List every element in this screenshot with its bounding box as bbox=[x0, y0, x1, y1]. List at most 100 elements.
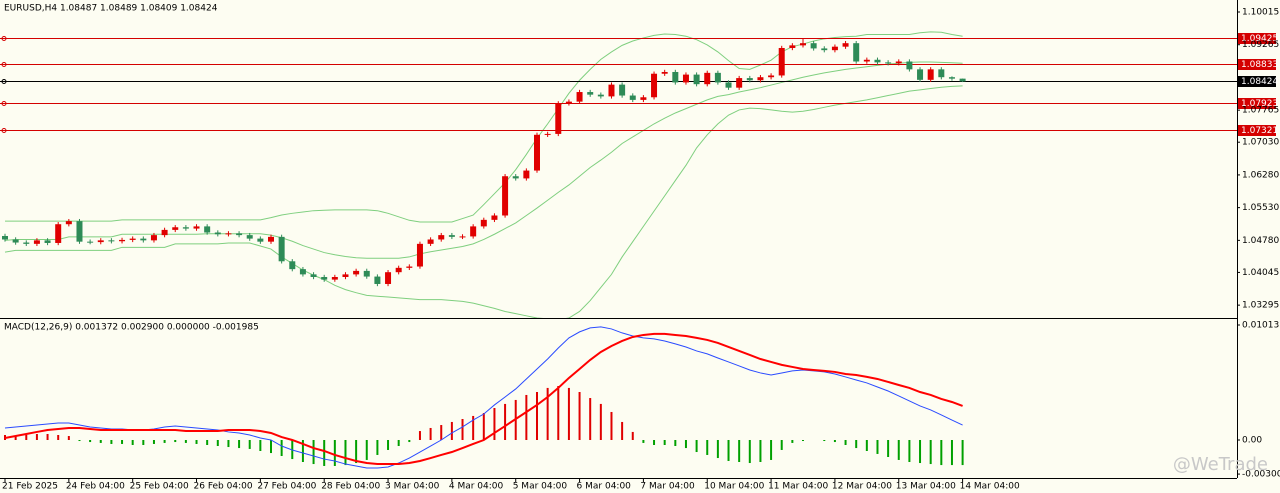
candle-body bbox=[480, 219, 487, 227]
candle-body bbox=[438, 235, 445, 240]
candle-body bbox=[363, 270, 370, 277]
x-tick-label: 27 Feb 04:00 bbox=[257, 482, 316, 492]
candle-body bbox=[927, 69, 934, 80]
macd-panel bbox=[4, 326, 964, 469]
candle-body bbox=[948, 77, 955, 79]
candle-body bbox=[204, 226, 211, 233]
candle-body bbox=[597, 94, 604, 97]
macd-line bbox=[4, 326, 963, 469]
candle-body bbox=[385, 272, 392, 284]
candle-body bbox=[555, 103, 562, 134]
candle-body bbox=[736, 78, 743, 88]
candle-body bbox=[885, 62, 892, 64]
candle-body bbox=[119, 239, 126, 242]
x-tick-label: 26 Feb 04:00 bbox=[194, 482, 253, 492]
candle-body bbox=[76, 221, 83, 242]
x-tick-label: 5 Mar 04:00 bbox=[513, 482, 568, 492]
candle-body bbox=[353, 270, 360, 275]
candle-body bbox=[470, 226, 477, 237]
candle-body bbox=[331, 276, 338, 280]
candle-body bbox=[246, 235, 253, 239]
candle-body bbox=[693, 74, 700, 85]
price-title: EURUSD,H4 1.08487 1.08489 1.08409 1.0842… bbox=[4, 4, 218, 14]
candle-body bbox=[342, 274, 349, 277]
candle-body bbox=[374, 276, 381, 284]
y-tick-label: 1.04780 bbox=[1242, 236, 1279, 246]
candle-body bbox=[268, 236, 274, 242]
candle-body bbox=[810, 43, 817, 49]
candle-body bbox=[544, 133, 551, 135]
candle-body bbox=[395, 267, 402, 273]
level-anchor bbox=[1, 101, 7, 106]
x-tick-label: 11 Mar 04:00 bbox=[768, 482, 828, 492]
candle-body bbox=[704, 72, 711, 85]
candle-body bbox=[512, 176, 519, 179]
level-label-bg bbox=[1238, 59, 1276, 70]
level-label-bg bbox=[1238, 125, 1276, 136]
candle-body bbox=[491, 215, 498, 220]
candle-body bbox=[44, 240, 51, 243]
x-tick-label: 13 Mar 04:00 bbox=[896, 482, 956, 492]
candle-body bbox=[714, 72, 721, 83]
candle-body bbox=[257, 238, 264, 242]
candle-body bbox=[895, 61, 902, 64]
candle-body bbox=[289, 261, 296, 270]
level-label: 1.08833 bbox=[1241, 60, 1278, 70]
band-line bbox=[4, 85, 963, 318]
candle-body bbox=[587, 92, 594, 95]
candle-body bbox=[565, 101, 572, 104]
candle-body bbox=[87, 241, 94, 243]
candle-body bbox=[459, 236, 466, 238]
candle-body bbox=[863, 59, 870, 62]
y-tick-label: 1.05530 bbox=[1242, 203, 1279, 213]
candle-body bbox=[725, 82, 732, 88]
candle-body bbox=[129, 238, 136, 240]
x-tick-label: 28 Feb 04:00 bbox=[321, 482, 380, 492]
candle-body bbox=[140, 238, 147, 241]
level-label-bg bbox=[1238, 33, 1276, 44]
candle-body bbox=[640, 97, 647, 100]
y-tick-label: 1.06280 bbox=[1242, 170, 1279, 180]
candle-body bbox=[448, 235, 455, 237]
level-anchor bbox=[1, 79, 7, 84]
candle-body bbox=[672, 71, 679, 83]
x-tick-label: 3 Mar 04:00 bbox=[385, 482, 440, 492]
y-tick-label: 1.09265 bbox=[1242, 40, 1279, 50]
candle-body bbox=[959, 78, 966, 82]
axes: 1.09425 1.08833 1.08424 1.07923 1.07321 1.100… bbox=[2, 7, 1280, 491]
y-tick-label: 1.07030 bbox=[1242, 138, 1279, 148]
level-label: 1.07321 bbox=[1241, 126, 1278, 136]
candle-body bbox=[299, 269, 306, 275]
candle-body bbox=[2, 235, 8, 240]
candle-body bbox=[108, 240, 115, 242]
candle-body bbox=[523, 170, 530, 179]
candle-body bbox=[321, 276, 328, 280]
level-label: 1.08424 bbox=[1241, 77, 1278, 87]
macd-title: MACD(12,26,9) 0.001372 0.002900 0.000000… bbox=[4, 323, 259, 333]
watermark: @WeTrade bbox=[1173, 454, 1268, 475]
price-panel bbox=[0, 31, 1237, 318]
candle-body bbox=[800, 43, 806, 46]
x-tick-label: 25 Feb 04:00 bbox=[130, 482, 189, 492]
candle-body bbox=[193, 226, 200, 229]
level-label-bg bbox=[1238, 76, 1276, 87]
level-label: 1.07923 bbox=[1241, 99, 1278, 109]
candle-body bbox=[661, 71, 668, 74]
candle-body bbox=[55, 224, 62, 243]
candle-body bbox=[768, 75, 775, 78]
macd-line bbox=[4, 332, 963, 466]
candle-body bbox=[821, 48, 828, 51]
candle-body bbox=[629, 95, 636, 100]
candle-body bbox=[757, 77, 764, 81]
y-tick-label: 1.07765 bbox=[1242, 106, 1279, 116]
level-anchor bbox=[1, 36, 7, 41]
candle-body bbox=[225, 233, 232, 235]
candle-body bbox=[534, 134, 540, 171]
candle-body bbox=[12, 239, 19, 243]
candle-body bbox=[416, 243, 423, 267]
candle-body bbox=[150, 235, 157, 241]
candle-body bbox=[310, 274, 317, 277]
candle-body bbox=[427, 239, 434, 244]
